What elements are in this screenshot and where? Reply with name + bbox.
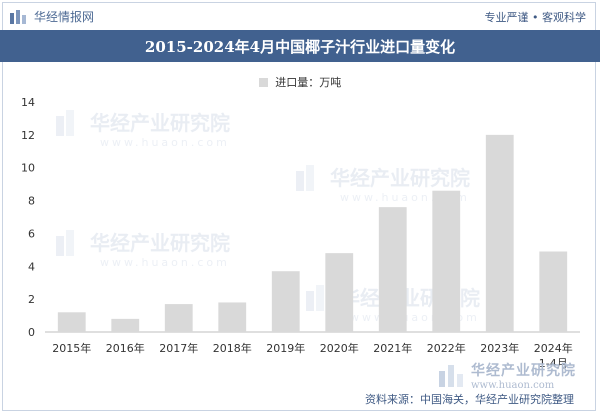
watermark-url: www.huaon.com [471,380,555,391]
bar-2023年 [485,134,514,332]
bar-2018年 [218,302,247,332]
y-tick-label: 4 [28,260,35,273]
x-tick-label: 2017年 [159,341,198,355]
watermark-plot-text: 华经产业研究院 [90,111,230,135]
chart-frame [2,2,596,411]
bar-2021年 [378,207,407,332]
y-tick-label: 10 [21,162,35,175]
source-note: 资料来源：中国海关，华经产业研究院整理 [365,393,574,406]
x-tick-label: 2021年 [373,341,412,355]
legend: 进口量：万吨 [0,74,600,90]
y-tick-label: 8 [28,195,35,208]
y-tick-label: 12 [21,129,35,142]
bar-2019年 [271,271,300,332]
chart-title: 2015-2024年4月中国椰子汁行业进口量变化 [0,30,600,62]
bar-2016年 [111,318,140,332]
watermark-plot-text: 华经产业研究院 [90,231,230,255]
brand: 华经情报网 [10,8,94,25]
y-tick-label: 0 [28,326,35,339]
bar-2015年 [57,312,86,332]
brand-name: 华经情报网 [34,10,95,24]
bar-2024年 [539,251,568,332]
x-tick-label: 2022年 [427,341,466,355]
x-tick-label: 2020年 [320,341,359,355]
y-tick-label: 6 [28,227,35,240]
legend-swatch [258,78,268,87]
brand-logo-icon [10,9,26,24]
watermark-plot-text: 华经产业研究院 [330,166,470,190]
bar-2017年 [164,304,193,332]
y-tick-label: 2 [28,293,35,306]
watermark-text: 华经产业研究院 [471,363,576,379]
x-tick-label: 2016年 [106,341,145,355]
x-tick-label: 2018年 [213,341,252,355]
bar-2020年 [325,253,354,332]
x-tick-label: 2015年 [52,341,91,355]
bar-2022年 [432,190,461,332]
watermark-plot-url: www.huaon.com [100,136,230,149]
watermark-plot-url: www.huaon.com [100,256,230,269]
x-tick-sublabel: 1-4月 [539,357,568,370]
y-tick-label: 14 [21,96,35,109]
x-tick-label: 2023年 [480,341,519,355]
x-tick-label: 2019年 [266,341,305,355]
x-tick-label: 2024年 [534,341,573,355]
watermark-logo-icon [439,364,463,387]
legend-label: 进口量：万吨 [275,76,342,89]
watermark-plot-url: www.huaon.com [350,311,480,324]
tagline: 专业严谨 • 客观科学 [484,11,586,24]
watermark-corner: 华经产业研究院 www.huaon.com [439,360,576,391]
top-bar: 华经情报网 专业严谨 • 客观科学 [0,0,600,30]
